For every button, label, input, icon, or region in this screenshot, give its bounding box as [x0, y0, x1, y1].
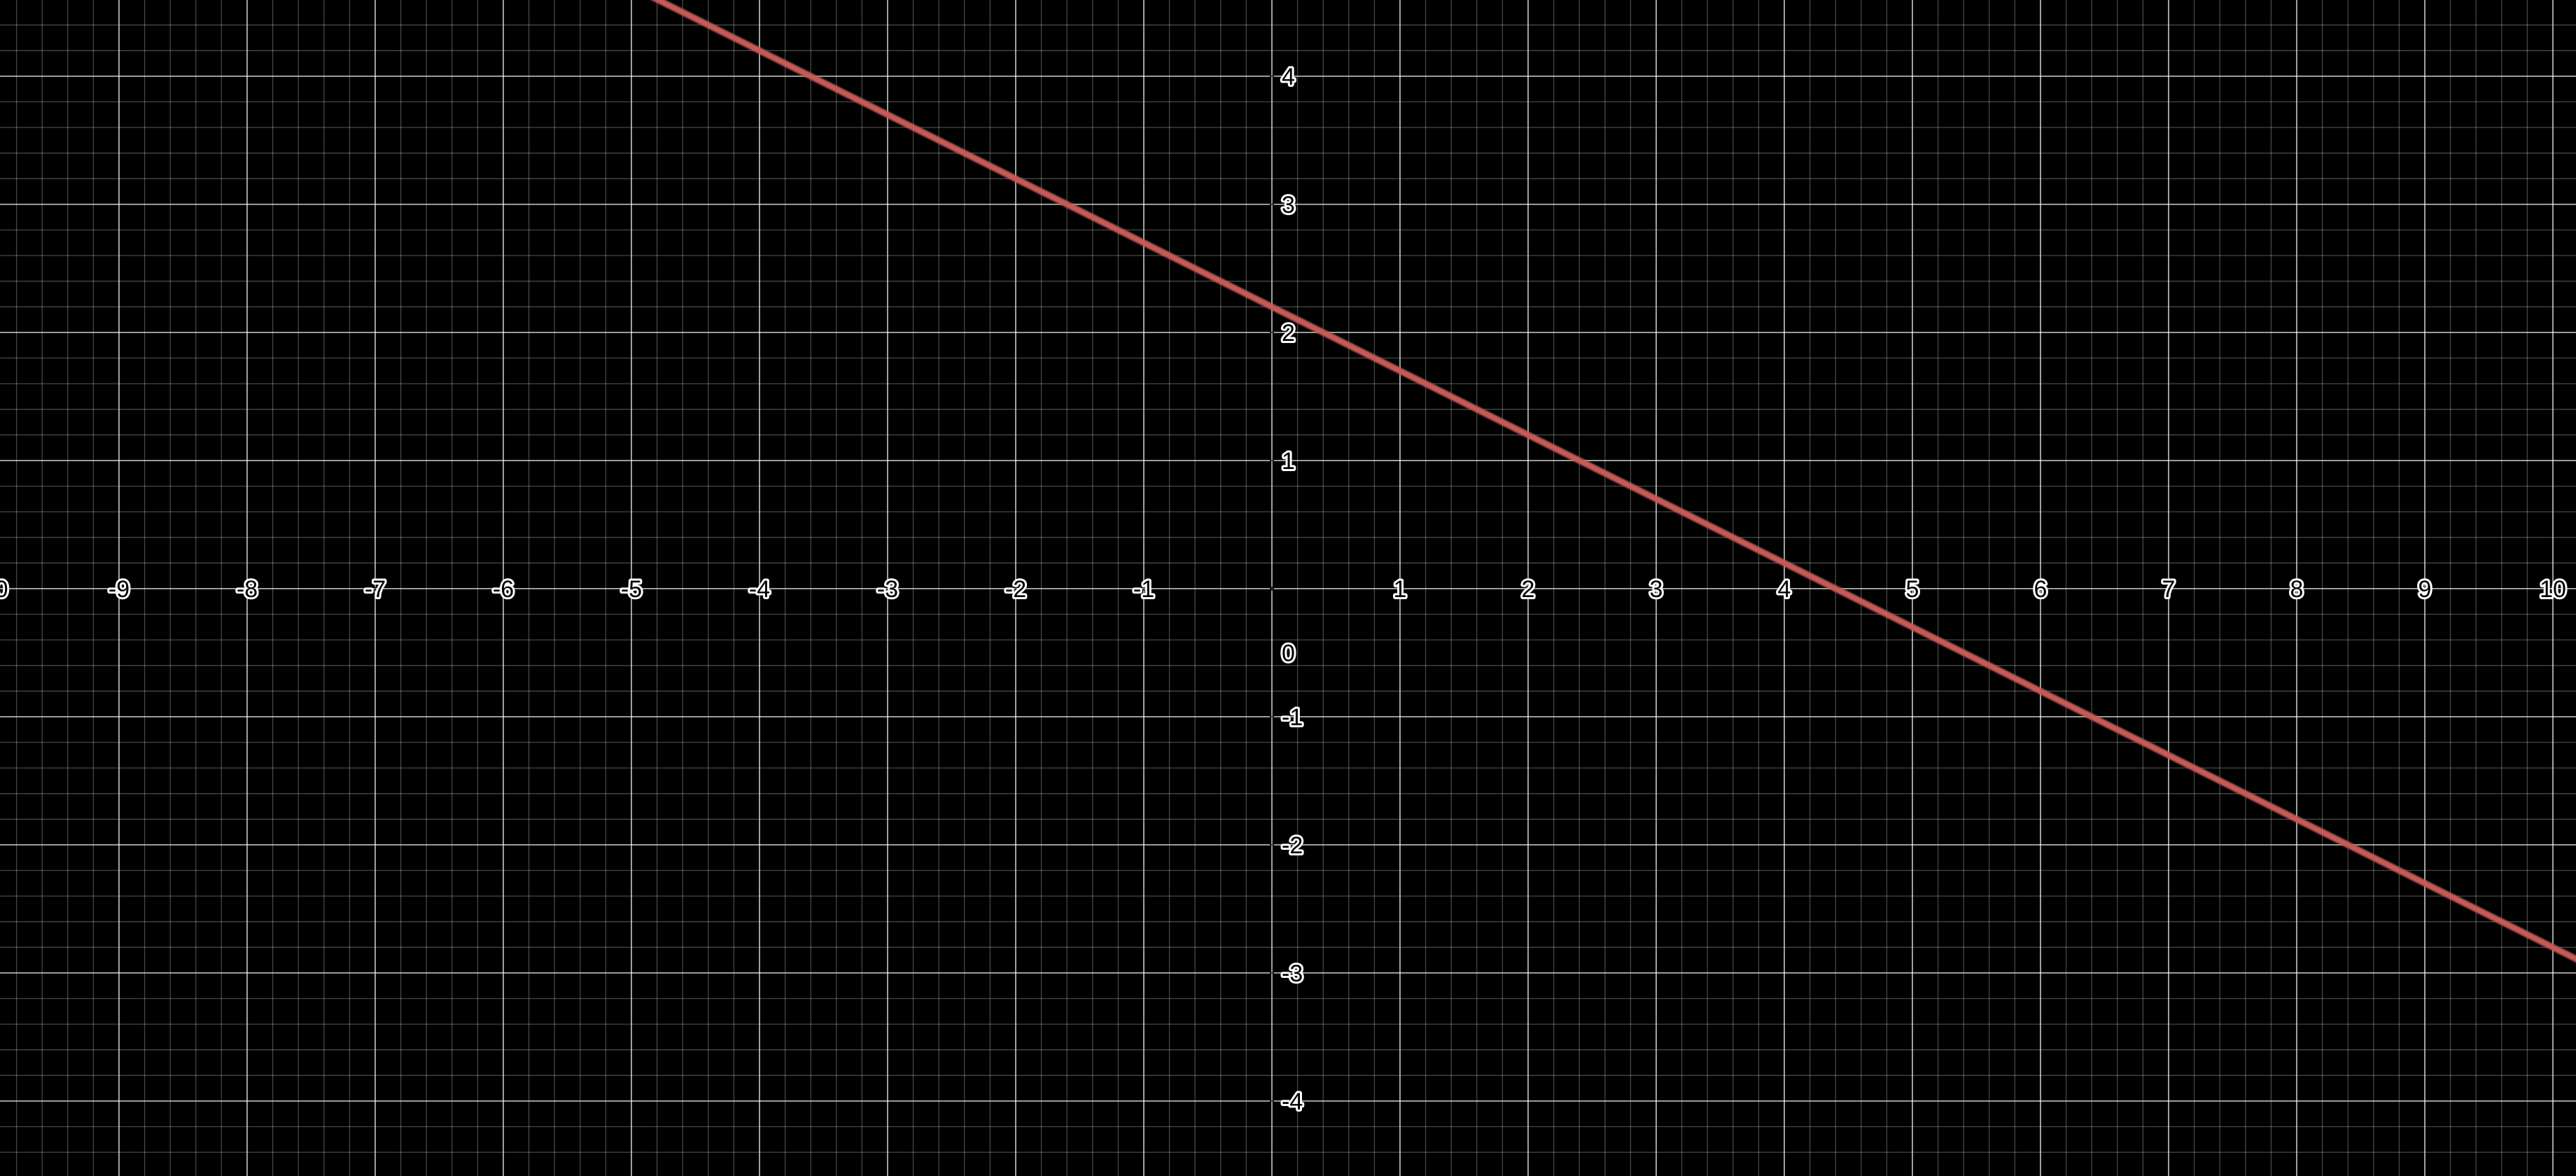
svg-text:8: 8	[2290, 576, 2304, 603]
svg-text:3: 3	[1282, 192, 1295, 218]
svg-text:2: 2	[1522, 576, 1535, 603]
svg-text:1: 1	[1282, 448, 1295, 475]
svg-text:-1: -1	[1282, 704, 1303, 731]
svg-text:6: 6	[2034, 576, 2047, 603]
svg-text:7: 7	[2162, 576, 2176, 603]
svg-text:4: 4	[1282, 64, 1295, 90]
svg-text:0: 0	[1282, 640, 1295, 666]
svg-text:4: 4	[1778, 576, 1791, 603]
svg-text:-8: -8	[237, 576, 258, 603]
svg-text:1: 1	[1394, 576, 1407, 603]
svg-text:-1: -1	[1133, 576, 1154, 603]
svg-text:-4: -4	[749, 576, 770, 603]
svg-text:-7: -7	[365, 576, 386, 603]
svg-text:10: 10	[2540, 576, 2566, 603]
svg-text:-5: -5	[621, 576, 642, 603]
svg-text:-3: -3	[1282, 960, 1303, 987]
svg-text:-3: -3	[877, 576, 898, 603]
svg-text:-2: -2	[1282, 832, 1303, 859]
svg-text:-9: -9	[108, 576, 130, 603]
svg-text:5: 5	[1906, 576, 1919, 603]
svg-text:-4: -4	[1282, 1088, 1303, 1115]
svg-text:2: 2	[1282, 320, 1295, 346]
svg-text:-2: -2	[1005, 576, 1026, 603]
svg-text:-10: -10	[0, 576, 8, 603]
svg-text:9: 9	[2418, 576, 2432, 603]
svg-text:-6: -6	[493, 576, 514, 603]
svg-text:3: 3	[1650, 576, 1663, 603]
